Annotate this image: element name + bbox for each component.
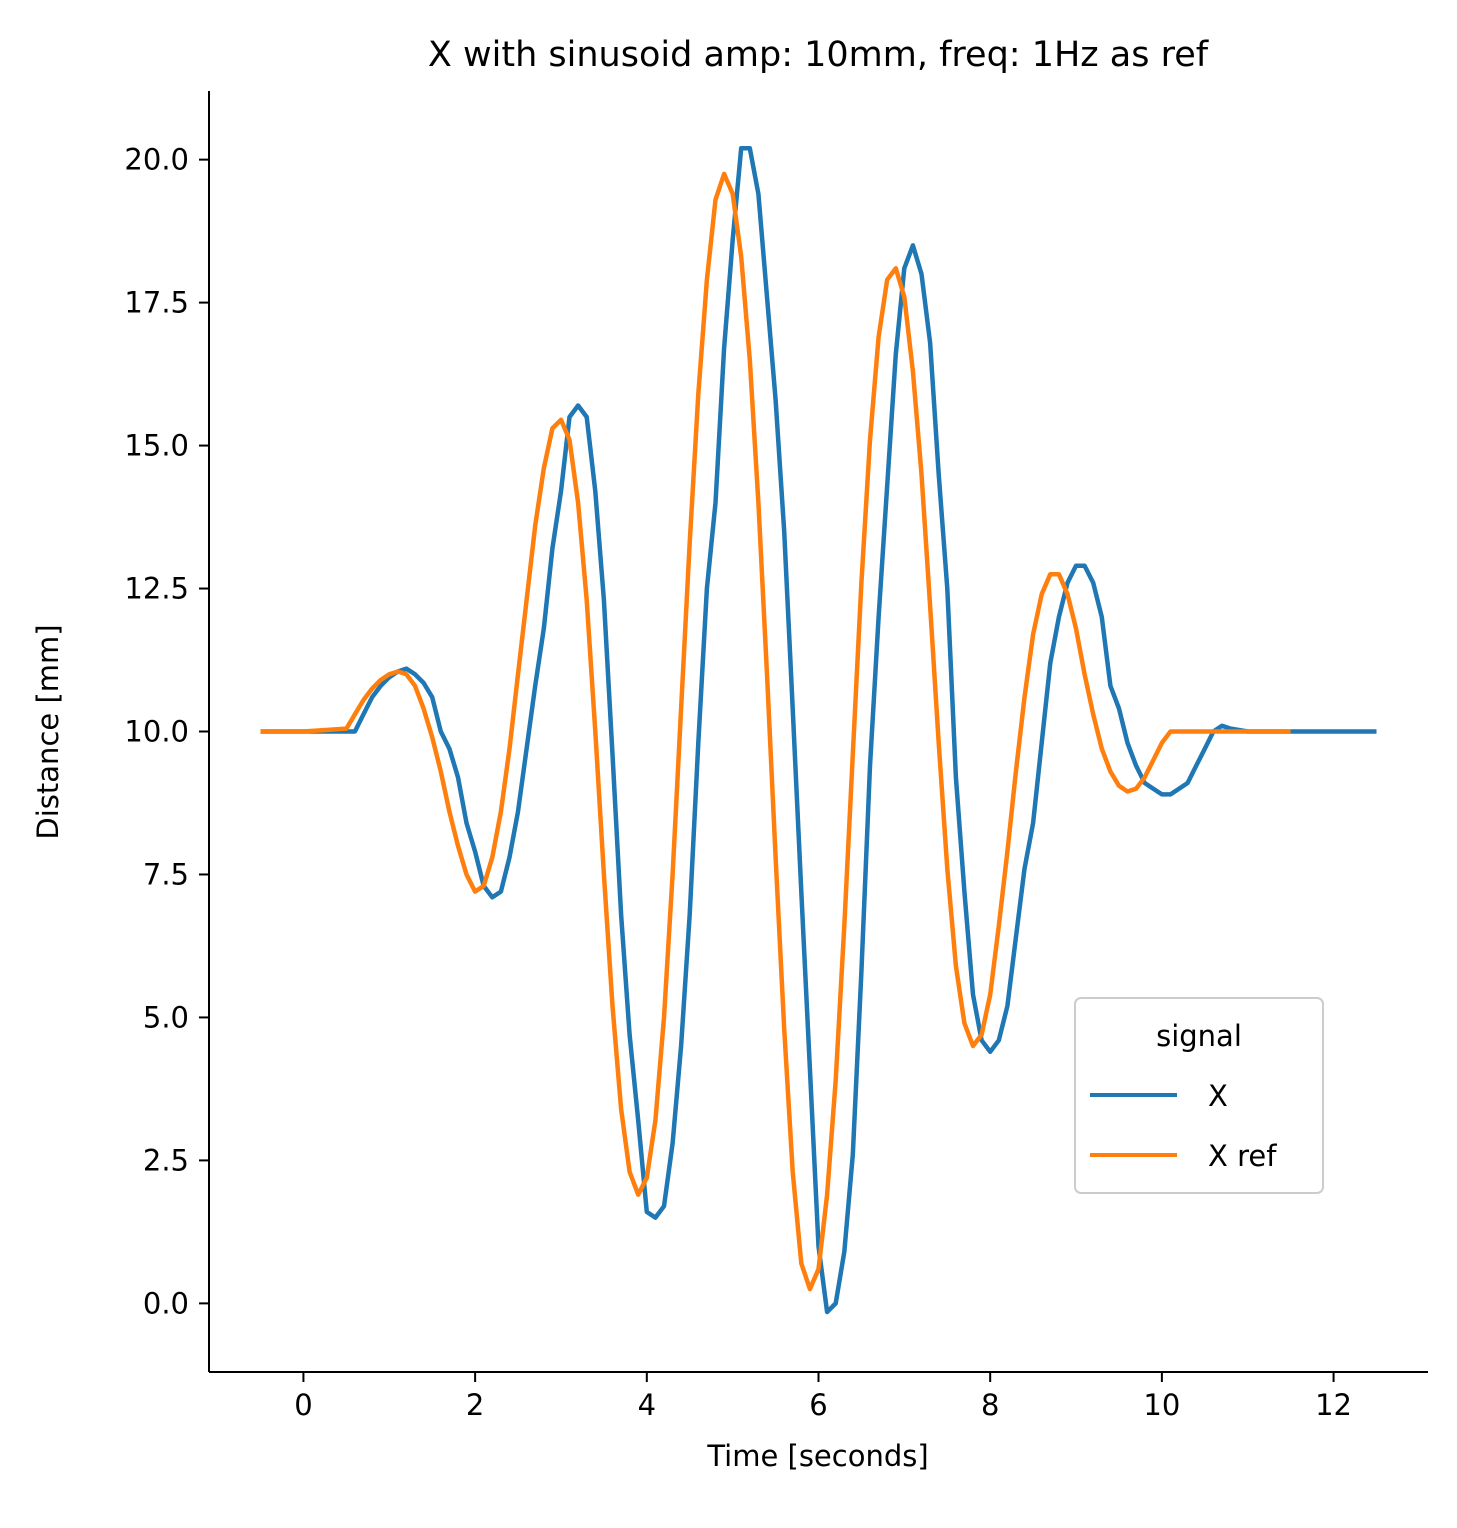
- y-axis-label: Distance [mm]: [31, 624, 65, 839]
- legend-label-x-ref: X ref: [1208, 1139, 1277, 1173]
- x-tick-label: 4: [638, 1388, 656, 1422]
- x-tick-label: 6: [809, 1388, 827, 1422]
- legend-box: [1074, 997, 1324, 1194]
- x-ticks: 0 2 4 6 8 10 12: [294, 1372, 1352, 1422]
- x-tick-label: 0: [294, 1388, 312, 1422]
- series-layer: [260, 145, 1377, 1315]
- y-ticks: 0.0 2.5 5.0 7.5 10.0 12.5 15.0 17.5 20.0: [124, 143, 209, 1320]
- plot-area: 0 2 4 6 8 10 12 0.0 2.5 5.0 7.5 10.0 12.5 15.0 17.5 20…: [124, 91, 1428, 1422]
- x-axis-label: Time [seconds]: [706, 1439, 928, 1473]
- y-tick-label: 17.5: [124, 286, 189, 320]
- legend: signal X X ref: [1074, 997, 1324, 1194]
- legend-title: signal: [1156, 1019, 1242, 1053]
- x-tick-label: 10: [1143, 1388, 1180, 1422]
- x-tick-label: 8: [981, 1388, 999, 1422]
- y-tick-label: 20.0: [124, 143, 189, 177]
- y-tick-label: 10.0: [124, 715, 189, 749]
- y-tick-label: 2.5: [143, 1143, 189, 1177]
- y-tick-label: 5.0: [143, 1000, 189, 1034]
- y-tick-label: 12.5: [124, 572, 189, 606]
- chart-title: X with sinusoid amp: 10mm, freq: 1Hz as …: [428, 35, 1209, 75]
- series-line-x: [260, 145, 1377, 1315]
- series-line-x-ref: [260, 171, 1291, 1292]
- legend-label-x: X: [1208, 1079, 1228, 1113]
- x-tick-label: 2: [466, 1388, 484, 1422]
- x-tick-label: 12: [1315, 1388, 1352, 1422]
- y-tick-label: 7.5: [143, 857, 189, 891]
- y-tick-label: 0.0: [143, 1286, 189, 1320]
- y-tick-label: 15.0: [124, 429, 189, 463]
